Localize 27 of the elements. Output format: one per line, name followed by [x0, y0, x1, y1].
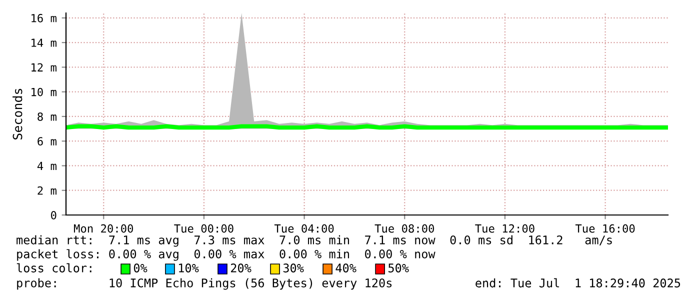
y-tick-label: 6 m [38, 137, 56, 146]
y-tick-label: 4 m [37, 162, 56, 170]
y-tick-label: 0 [51, 211, 56, 220]
text: median rtt: 7.1 ms avg 7.3 ms max 7.0 ms min 7.1 ms now 0.0 ms sd 161.2 am/s [16, 235, 612, 247]
x-tick-label: Tue 04:00 [274, 224, 334, 233]
x-tick-label: Tue 12:00 [475, 224, 534, 233]
text: 30% [283, 264, 304, 272]
text: loss color: [16, 263, 92, 272]
x-tick-label: Mon 20:00 [74, 224, 134, 233]
y-tick-label: 16 m [32, 14, 56, 22]
y-tick-label: 2 m [38, 186, 56, 195]
text: 50% [388, 264, 409, 272]
y-tick-label: 14 m [32, 38, 56, 47]
x-tick-label: Tue 08:00 [374, 224, 434, 233]
text: probe: 10 ICMP Echo Pings (56 Bytes) every 120s [17, 278, 392, 290]
x-tick-label: Tue 00:00 [174, 224, 234, 233]
text: end: Tue Jul 1 18:29:40 2025 [476, 278, 680, 288]
y-tick-label: 12 m [32, 63, 56, 72]
x-tick-label: Tue 16:00 [575, 224, 635, 233]
text: 10% [179, 264, 199, 272]
y-tick-label: 8 m [38, 112, 56, 121]
text: packet loss: 0.00 % avg 0.00 % max 0.00 % min 0.00 % now [17, 249, 436, 261]
y-axis-title: Seconds [12, 88, 22, 140]
y-tick-label: 10 m [32, 88, 56, 96]
text: 0% [134, 264, 148, 272]
text: 40% [336, 264, 356, 272]
text: 20% [230, 264, 252, 272]
